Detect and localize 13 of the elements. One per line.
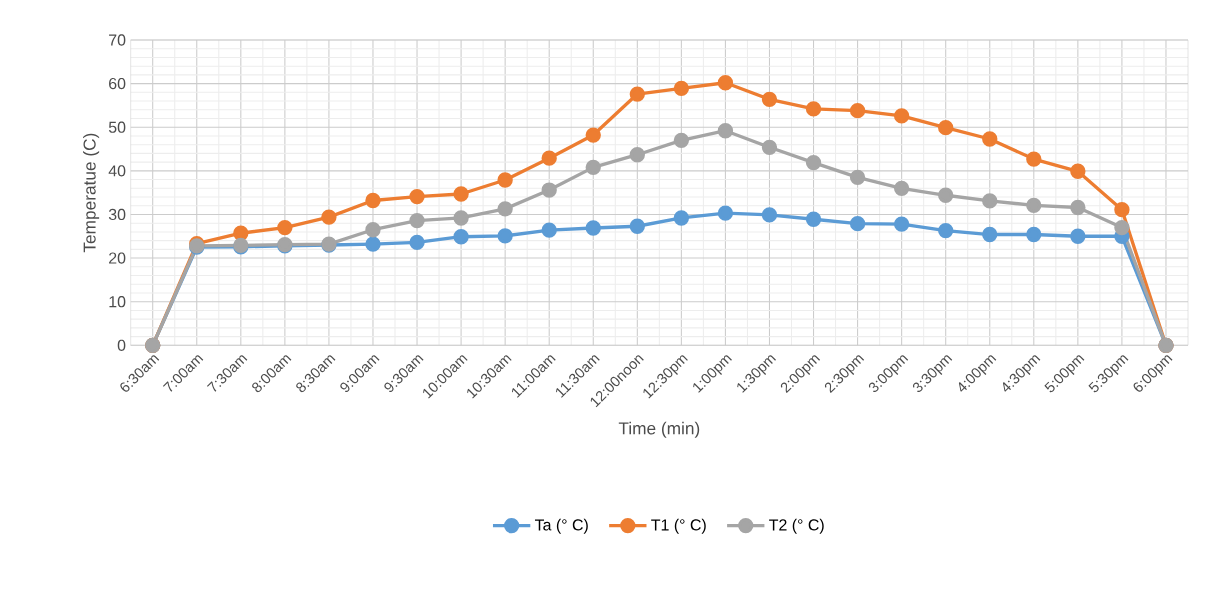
- y-tick-label: 10: [109, 296, 126, 308]
- y-tick-label: 50: [108, 121, 126, 134]
- y-tick-label: 40: [108, 165, 126, 177]
- y-tick-label: 60: [109, 78, 126, 90]
- y-tick-label: 0: [117, 339, 126, 352]
- legend-label: T1 (° C): [651, 519, 706, 534]
- legend-label: T2 (° C): [769, 519, 824, 534]
- y-tick-label: 30: [108, 209, 126, 221]
- y-tick-label: 20: [109, 252, 126, 264]
- y-axis-title: Temperatue (C): [83, 133, 100, 253]
- x-axis-title: Time (min): [618, 421, 700, 439]
- legend-label: Ta (° C): [534, 519, 588, 534]
- y-tick-label: 70: [109, 34, 126, 46]
